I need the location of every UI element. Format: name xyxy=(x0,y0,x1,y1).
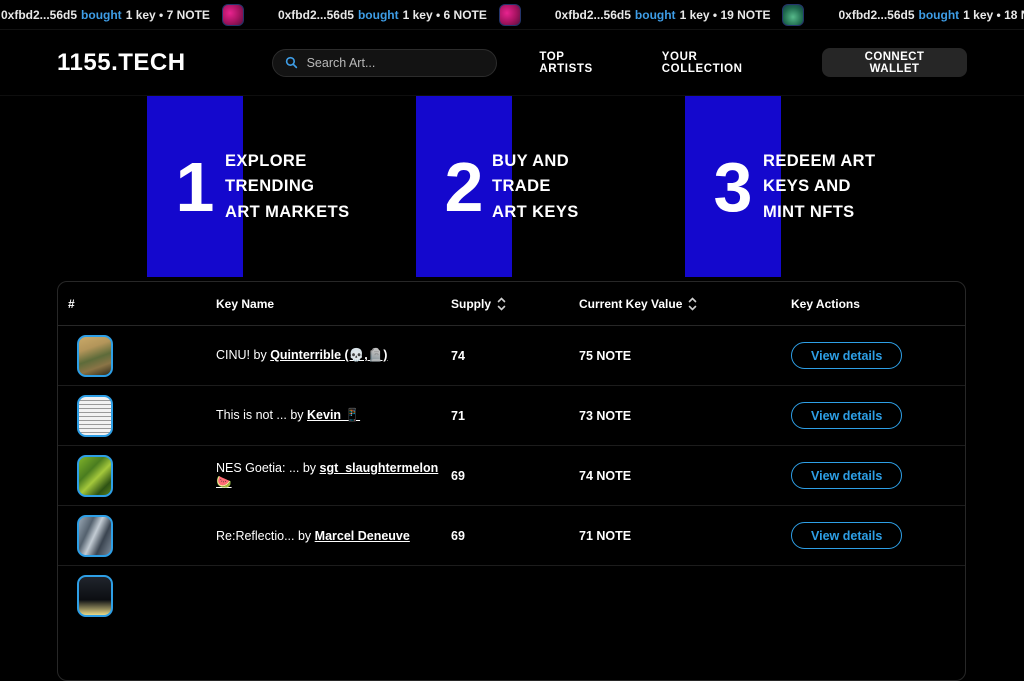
step3-line3: MINT NFTS xyxy=(763,202,855,221)
key-value: 71 NOTE xyxy=(579,528,632,543)
key-value: 73 NOTE xyxy=(579,408,632,423)
step2-line3: ART KEYS xyxy=(492,202,579,221)
artist-link[interactable]: Quinterrible (💀,🪦) xyxy=(270,348,388,362)
col-supply-label: Supply xyxy=(451,296,492,311)
key-value: 75 NOTE xyxy=(579,348,632,363)
trade-detail: 1 key • 6 NOTE xyxy=(402,7,487,22)
action-label: bought xyxy=(81,7,122,22)
search-input[interactable] xyxy=(306,55,477,70)
action-label: bought xyxy=(357,7,399,22)
key-name-cell: This is not ... by Kevin 📱 xyxy=(206,408,441,423)
trade-detail: 1 key • 7 NOTE xyxy=(125,7,210,22)
art-thumbnail[interactable] xyxy=(498,3,521,26)
sort-icon[interactable] xyxy=(497,296,506,311)
step3-bar: 3 xyxy=(685,96,781,277)
step1-line3: ART MARKETS xyxy=(225,202,350,221)
step1-bar: 1 xyxy=(147,96,243,277)
step2-bar: 2 xyxy=(416,96,512,277)
step1-line1: EXPLORE xyxy=(225,151,307,170)
art-thumbnail[interactable] xyxy=(77,394,113,437)
key-name-cell: CINU! by Quinterrible (💀,🪦) xyxy=(206,348,441,363)
artist-link[interactable]: sgt_slaughtermelon 🍉 xyxy=(216,461,439,489)
nav-your-collection[interactable]: YOUR COLLECTION xyxy=(661,50,743,75)
col-current-key-value[interactable]: Current Key Value xyxy=(569,297,781,311)
step1-number: 1 xyxy=(175,147,215,226)
key-value: 74 NOTE xyxy=(579,468,632,483)
key-name-cell: Re:Reflectio... by Marcel Deneuve xyxy=(206,529,441,543)
wallet-address: 0xfbd2...56d5 xyxy=(1,7,78,22)
table-row: Re:Reflectio... by Marcel Deneuve 69 71 … xyxy=(58,506,965,566)
connect-wallet-button[interactable]: CONNECT WALLET xyxy=(821,48,967,77)
step1-text: EXPLORE TRENDING ART MARKETS xyxy=(225,148,349,225)
site-logo[interactable]: 1155.TECH xyxy=(57,48,186,76)
view-details-button[interactable]: View details xyxy=(791,522,903,549)
key-name-text: This is not ... by xyxy=(216,408,308,422)
step3-line2: KEYS AND xyxy=(763,176,851,195)
key-name-text: NES Goetia: ... by xyxy=(216,461,320,475)
sort-icon[interactable] xyxy=(688,296,697,311)
artist-link[interactable]: Kevin 📱 xyxy=(307,408,361,422)
supply-value: 74 xyxy=(451,348,465,363)
supply-value: 69 xyxy=(451,528,465,543)
artist-link[interactable]: Marcel Deneuve xyxy=(314,528,410,543)
step3-number: 3 xyxy=(713,147,753,226)
art-thumbnail[interactable] xyxy=(77,575,113,617)
step2-line2: TRADE xyxy=(492,176,551,195)
wallet-address: 0xfbd2...56d5 xyxy=(838,7,915,22)
supply-value: 69 xyxy=(451,468,465,483)
step1-line2: TRENDING xyxy=(225,176,315,195)
action-label: bought xyxy=(634,7,676,22)
art-thumbnail[interactable] xyxy=(221,3,244,26)
nav-top-artists[interactable]: TOP ARTISTS xyxy=(539,50,593,75)
ticker-item[interactable]: 0xfbd2...56d5 bought 1 key • 6 NOTE xyxy=(277,3,521,26)
view-details-button[interactable]: View details xyxy=(791,462,903,489)
step2-number: 2 xyxy=(444,147,484,226)
key-markets-table: # Key Name Supply Current Key Value Key … xyxy=(57,281,966,681)
step2-line1: BUY AND xyxy=(492,151,570,170)
table-row: This is not ... by Kevin 📱 71 73 NOTE Vi… xyxy=(58,386,965,446)
trade-detail: 1 key • 19 NOTE xyxy=(679,7,771,22)
search-icon xyxy=(285,56,297,69)
step3-line1: REDEEM ART xyxy=(763,151,876,170)
art-thumbnail[interactable] xyxy=(77,514,113,557)
table-row: CINU! by Quinterrible (💀,🪦) 74 75 NOTE V… xyxy=(58,326,965,386)
key-name-cell: NES Goetia: ... by sgt_slaughtermelon 🍉 xyxy=(206,461,441,490)
wallet-address: 0xfbd2...56d5 xyxy=(554,7,631,22)
step3-text: REDEEM ART KEYS AND MINT NFTS xyxy=(763,148,875,225)
art-thumbnail[interactable] xyxy=(77,334,113,377)
col-key-name: Key Name xyxy=(216,296,275,311)
action-label: bought xyxy=(918,7,960,22)
table-row: NES Goetia: ... by sgt_slaughtermelon 🍉 … xyxy=(58,446,965,506)
key-name-text: Re:Reflectio... by xyxy=(216,528,315,543)
table-row-partial xyxy=(58,566,965,626)
art-thumbnail[interactable] xyxy=(782,3,805,26)
step2-text: BUY AND TRADE ART KEYS xyxy=(492,148,579,225)
ticker-item[interactable]: 0xfbd2...56d5 bought 1 key • 18 NOTE xyxy=(838,4,1024,26)
activity-ticker: 0xfbd2...56d5 bought 1 key • 7 NOTE 0xfb… xyxy=(0,0,1024,30)
view-details-button[interactable]: View details xyxy=(791,402,903,429)
trade-detail: 1 key • 18 NOTE xyxy=(963,7,1024,22)
table-header-row: # Key Name Supply Current Key Value Key … xyxy=(58,282,965,326)
ticker-item[interactable]: 0xfbd2...56d5 bought 1 key • 7 NOTE xyxy=(1,3,244,26)
col-index: # xyxy=(68,296,75,311)
view-details-button[interactable]: View details xyxy=(791,342,903,369)
col-key-actions: Key Actions xyxy=(791,296,860,311)
key-name-text: CINU! by xyxy=(216,348,271,362)
wallet-address: 0xfbd2...56d5 xyxy=(277,7,354,22)
art-thumbnail[interactable] xyxy=(77,454,113,497)
col-supply[interactable]: Supply xyxy=(441,297,569,311)
ticker-item[interactable]: 0xfbd2...56d5 bought 1 key • 19 NOTE xyxy=(554,3,805,26)
onboarding-steps: 1 EXPLORE TRENDING ART MARKETS 2 BUY AND… xyxy=(0,96,1024,277)
search-bar[interactable] xyxy=(271,48,498,77)
col-current-key-value-label: Current Key Value xyxy=(579,296,683,311)
main-header: 1155.TECH TOP ARTISTS YOUR COLLECTION CO… xyxy=(0,30,1024,96)
supply-value: 71 xyxy=(451,408,465,423)
